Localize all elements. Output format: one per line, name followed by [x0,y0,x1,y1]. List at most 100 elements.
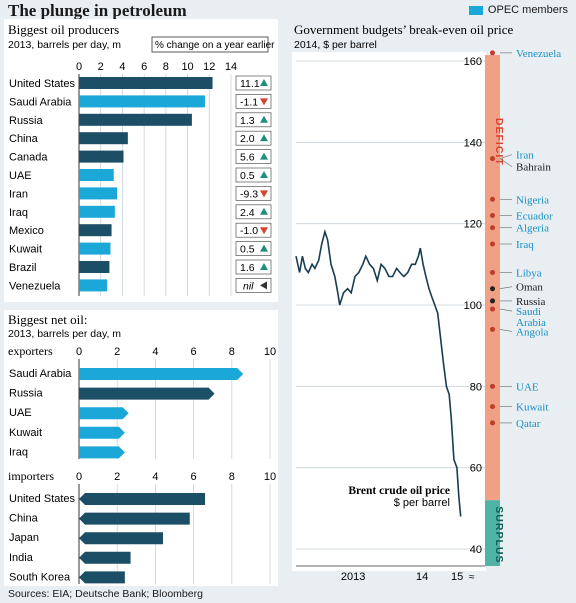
brent-price-line [295,228,462,517]
producers-category-label: Brazil [9,262,37,274]
country-marker [490,326,495,332]
producers-category-label: China [9,133,39,145]
producers-change-box [235,112,272,128]
country-marker [490,269,495,275]
sources-note: Sources: EIA; Deutsche Bank; Bloomberg [8,588,203,600]
up-triangle-icon [260,134,268,142]
producers-category-label: Venezuela [9,280,61,292]
left-triangle-icon [260,281,267,290]
country-marker [490,420,495,426]
producers-change-box [235,75,272,91]
country-marker [490,404,495,410]
producers-tick-label: 4 [119,61,125,73]
country-marker [490,286,495,292]
producers-tick-label: 12 [203,61,215,73]
producers-bar [79,113,192,126]
country-marker [490,156,495,162]
country-label: Iraq [516,239,534,251]
country-label: Venezuela [516,48,561,60]
producers-bar [79,132,128,145]
country-label: Nigeria [516,194,549,206]
producers-change-value: -1.1 [240,96,258,108]
producers-change-value: 2.4 [240,207,255,219]
producers-title: Biggest oil producers [8,22,119,37]
net-oil-category-label: South Korea [9,571,71,583]
country-label: Bahrain [516,162,551,174]
producers-change-box [235,278,272,293]
country-marker [490,196,495,202]
down-triangle-icon [260,98,268,106]
producers-change-value: 0.5 [240,170,255,182]
producers-category-label: United States [9,78,76,90]
net-oil-category-label: United States [9,493,76,505]
breakeven-title: Government budgets’ break-even oil price [294,22,513,37]
producers-subtitle: 2013, barrels per day, m [8,39,121,51]
brent-series-name: Brent crude oil price [348,485,450,497]
producers-bar [79,77,213,89]
country-marker [490,225,495,231]
producers-tick-label: 0 [76,61,82,73]
producers-change-box [235,222,272,238]
breakeven-subtitle: 2014, $ per barrel [294,39,377,51]
producers-bar [79,279,108,292]
net-oil-category-label: Russia [9,388,44,400]
producers-panel [4,19,278,302]
country-leader [499,154,513,159]
up-triangle-icon [260,207,268,215]
brent-series-unit: $ per barrel [394,497,450,509]
country-label: Saudi [516,306,541,318]
country-label: Russia [516,296,545,308]
producers-bar [79,261,110,273]
importer-arrow-bar [79,512,190,525]
country-marker [490,241,495,247]
breakeven-plot-area [292,52,486,571]
country-leader [499,286,513,290]
net-oil-tick-label: 8 [229,471,235,483]
producers-category-label: Kuwait [9,244,42,256]
country-label: Libya [516,267,542,279]
producers-change-box [235,130,272,146]
net-oil-tick-label: 6 [191,346,197,358]
breakeven-tick-label: 120 [464,219,482,231]
breakeven-tick-label: 80 [470,381,482,393]
net-oil-tick-label: 10 [264,471,276,483]
net-oil-category-label: India [9,552,34,564]
down-triangle-icon [260,227,268,235]
breakeven-x-tick-label: 14 [416,571,428,583]
country-label: Oman [516,282,543,294]
producers-bar [79,150,124,163]
producers-bar [79,169,114,181]
chart-title: The plunge in petroleum [8,1,187,20]
producers-tick-label: 14 [225,61,237,73]
net-oil-tick-label: 4 [152,471,158,483]
up-triangle-icon [260,152,268,160]
exporter-arrow-bar [79,368,244,380]
producers-change-value: 1.6 [240,262,255,274]
net-oil-title: Biggest net oil: [8,312,87,327]
axis-break-icon: ≈ [469,572,475,583]
country-marker [490,306,495,312]
producers-change-box [235,167,272,183]
producers-change-box [235,94,272,109]
net-oil-tick-label: 2 [114,471,120,483]
net-oil-category-label: UAE [9,407,32,419]
breakeven-x-tick-label: 2013 [341,571,365,583]
up-triangle-icon [260,171,268,178]
country-label: Algeria [516,223,549,235]
net-oil-subtitle: 2013, barrels per day, m [8,328,121,340]
up-triangle-icon [260,263,268,270]
up-triangle-icon [260,115,268,123]
country-leader [499,158,513,167]
producers-change-box [235,259,272,275]
producers-bar [79,224,112,237]
net-oil-category-label: Saudi Arabia [9,368,72,380]
change-header-box [151,36,269,53]
producers-change-value: 11.1 [240,78,260,90]
importer-arrow-bar [79,532,164,545]
exporter-arrow-bar [79,407,129,420]
net-oil-tick-label: 10 [264,346,276,358]
producers-change-value: 1.3 [240,115,255,127]
producers-tick-label: 10 [181,61,193,73]
exporter-arrow-bar [79,387,215,400]
